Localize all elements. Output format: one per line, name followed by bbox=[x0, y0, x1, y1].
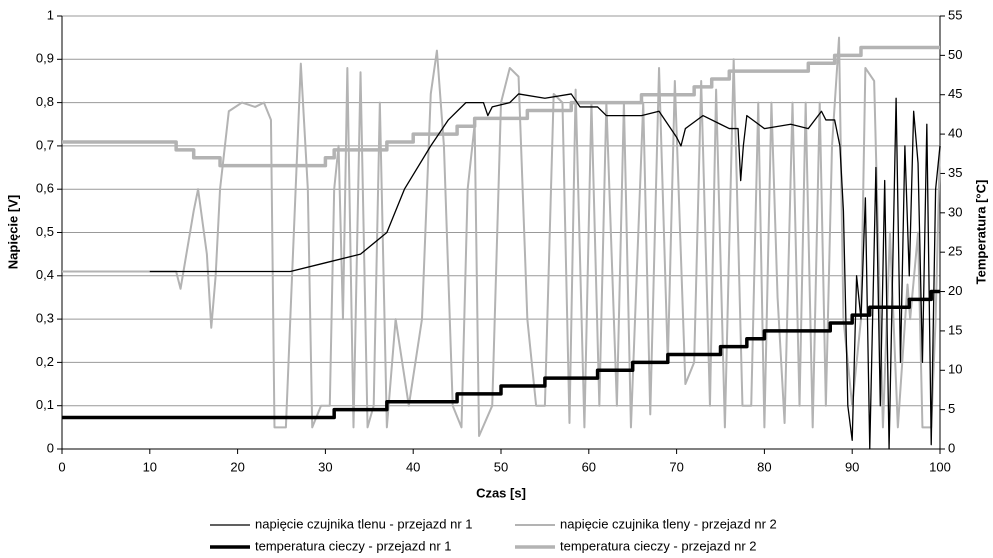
y-tick-label: 1 bbox=[47, 7, 54, 22]
y2-tick-label: 20 bbox=[948, 283, 962, 298]
legend-label: temperatura cieczy - przejazd nr 2 bbox=[560, 538, 757, 553]
y-tick-label: 0,6 bbox=[36, 181, 54, 196]
y2-tick-label: 55 bbox=[948, 7, 962, 22]
x-tick-label: 80 bbox=[757, 459, 771, 474]
x-tick-label: 60 bbox=[582, 459, 596, 474]
x-tick-label: 90 bbox=[845, 459, 859, 474]
series-line bbox=[149, 93, 941, 450]
y2-tick-label: 30 bbox=[948, 204, 962, 219]
series-line bbox=[62, 289, 940, 420]
y-tick-label: 0,9 bbox=[36, 51, 54, 66]
x-tick-label: 30 bbox=[318, 459, 332, 474]
y-tick-label: 0,5 bbox=[36, 224, 54, 239]
series-line bbox=[62, 45, 940, 168]
legend-label: napięcie czujnika tlenu - przejazd nr 1 bbox=[255, 516, 473, 531]
y-tick-label: 0,2 bbox=[36, 354, 54, 369]
y-tick-label: 0,8 bbox=[36, 94, 54, 109]
y2-tick-label: 15 bbox=[948, 322, 962, 337]
y2-tick-label: 5 bbox=[948, 401, 955, 416]
y2-axis-label: Temperatura [°C] bbox=[973, 180, 988, 285]
x-tick-label: 20 bbox=[230, 459, 244, 474]
x-tick-label: 70 bbox=[669, 459, 683, 474]
y-tick-label: 0 bbox=[47, 440, 54, 455]
y2-tick-label: 40 bbox=[948, 126, 962, 141]
legend-label: temperatura cieczy - przejazd nr 1 bbox=[255, 538, 452, 553]
y2-tick-label: 35 bbox=[948, 165, 962, 180]
x-tick-label: 0 bbox=[58, 459, 65, 474]
y2-tick-label: 45 bbox=[948, 86, 962, 101]
y-tick-label: 0,7 bbox=[36, 137, 54, 152]
y-tick-label: 0,3 bbox=[36, 311, 54, 326]
series-line bbox=[62, 36, 941, 438]
y2-tick-label: 50 bbox=[948, 47, 962, 62]
y-tick-label: 0,4 bbox=[36, 267, 54, 282]
x-tick-label: 50 bbox=[494, 459, 508, 474]
x-axis-label: Czas [s] bbox=[476, 485, 526, 500]
x-tick-label: 100 bbox=[929, 459, 951, 474]
y2-tick-label: 0 bbox=[948, 440, 955, 455]
y2-tick-label: 10 bbox=[948, 362, 962, 377]
x-tick-label: 40 bbox=[406, 459, 420, 474]
legend-label: napięcie czujnika tleny - przejazd nr 2 bbox=[560, 516, 777, 531]
y-axis-label: Napięcie [V] bbox=[5, 195, 20, 269]
y2-tick-label: 25 bbox=[948, 244, 962, 259]
y-tick-label: 0,1 bbox=[36, 397, 54, 412]
x-tick-label: 10 bbox=[143, 459, 157, 474]
